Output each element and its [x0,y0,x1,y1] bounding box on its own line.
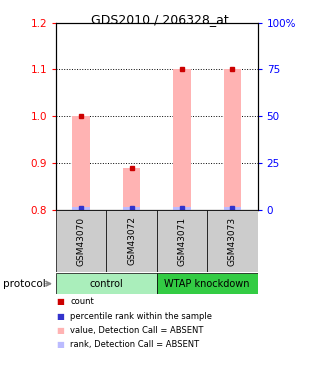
Bar [157,210,207,272]
Bar [56,273,157,294]
Bar [207,210,258,272]
Text: GSM43071: GSM43071 [178,216,187,266]
Text: value, Detection Call = ABSENT: value, Detection Call = ABSENT [70,326,204,335]
Text: ■: ■ [56,340,64,349]
Text: ■: ■ [56,326,64,335]
Bar [72,116,90,210]
Bar [224,69,241,210]
Text: ■: ■ [56,312,64,321]
Text: GDS2010 / 206328_at: GDS2010 / 206328_at [91,13,229,26]
Bar [56,210,106,272]
Bar [157,273,258,294]
Text: rank, Detection Call = ABSENT: rank, Detection Call = ABSENT [70,340,200,349]
Text: GSM43073: GSM43073 [228,216,237,266]
Bar [123,168,140,210]
Bar [72,207,90,210]
Text: control: control [90,279,123,289]
Bar [173,69,191,210]
Bar [224,207,241,210]
Text: percentile rank within the sample: percentile rank within the sample [70,312,212,321]
Bar [173,207,191,210]
Text: GSM43072: GSM43072 [127,216,136,266]
Text: ■: ■ [56,297,64,306]
Text: protocol: protocol [3,279,46,289]
Text: GSM43070: GSM43070 [77,216,86,266]
Text: count: count [70,297,94,306]
Bar [123,207,140,210]
Bar [106,210,157,272]
Text: WTAP knockdown: WTAP knockdown [164,279,250,289]
